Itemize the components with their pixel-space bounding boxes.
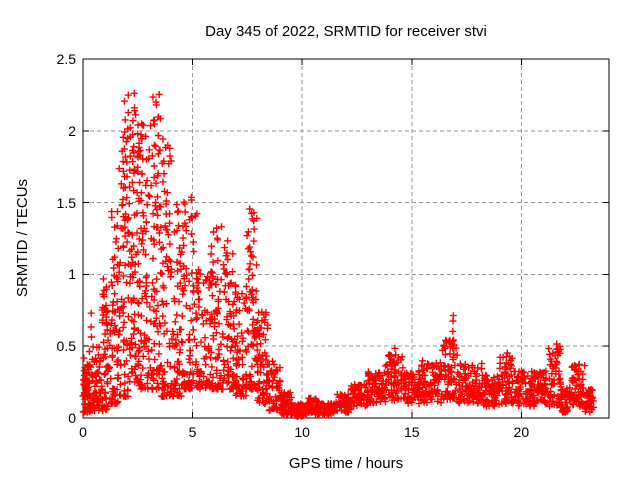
- y-tick-label: 2: [68, 122, 76, 139]
- y-tick-label: 2.5: [56, 51, 76, 67]
- x-tick-label: 0: [79, 424, 87, 440]
- plot-frame: [82, 58, 610, 419]
- x-tick-label: 15: [403, 424, 420, 440]
- x-tick-label: 10: [294, 424, 310, 440]
- y-tick-label: 1: [68, 266, 76, 283]
- gridlines: [83, 59, 609, 418]
- x-axis-label: GPS time / hours: [288, 455, 404, 472]
- y-axis-label: SRMTID / TECUs: [14, 178, 31, 298]
- x-tick-label: 5: [188, 424, 197, 440]
- y-tick-label: 0.5: [56, 338, 76, 355]
- x-tick-label: 20: [513, 424, 530, 440]
- y-tick-label: 0: [68, 410, 76, 426]
- y-tick-label: 1.5: [56, 194, 76, 211]
- chart-title: Day 345 of 2022, SRMTID for receiver stv…: [205, 23, 487, 40]
- data-points: [79, 89, 598, 420]
